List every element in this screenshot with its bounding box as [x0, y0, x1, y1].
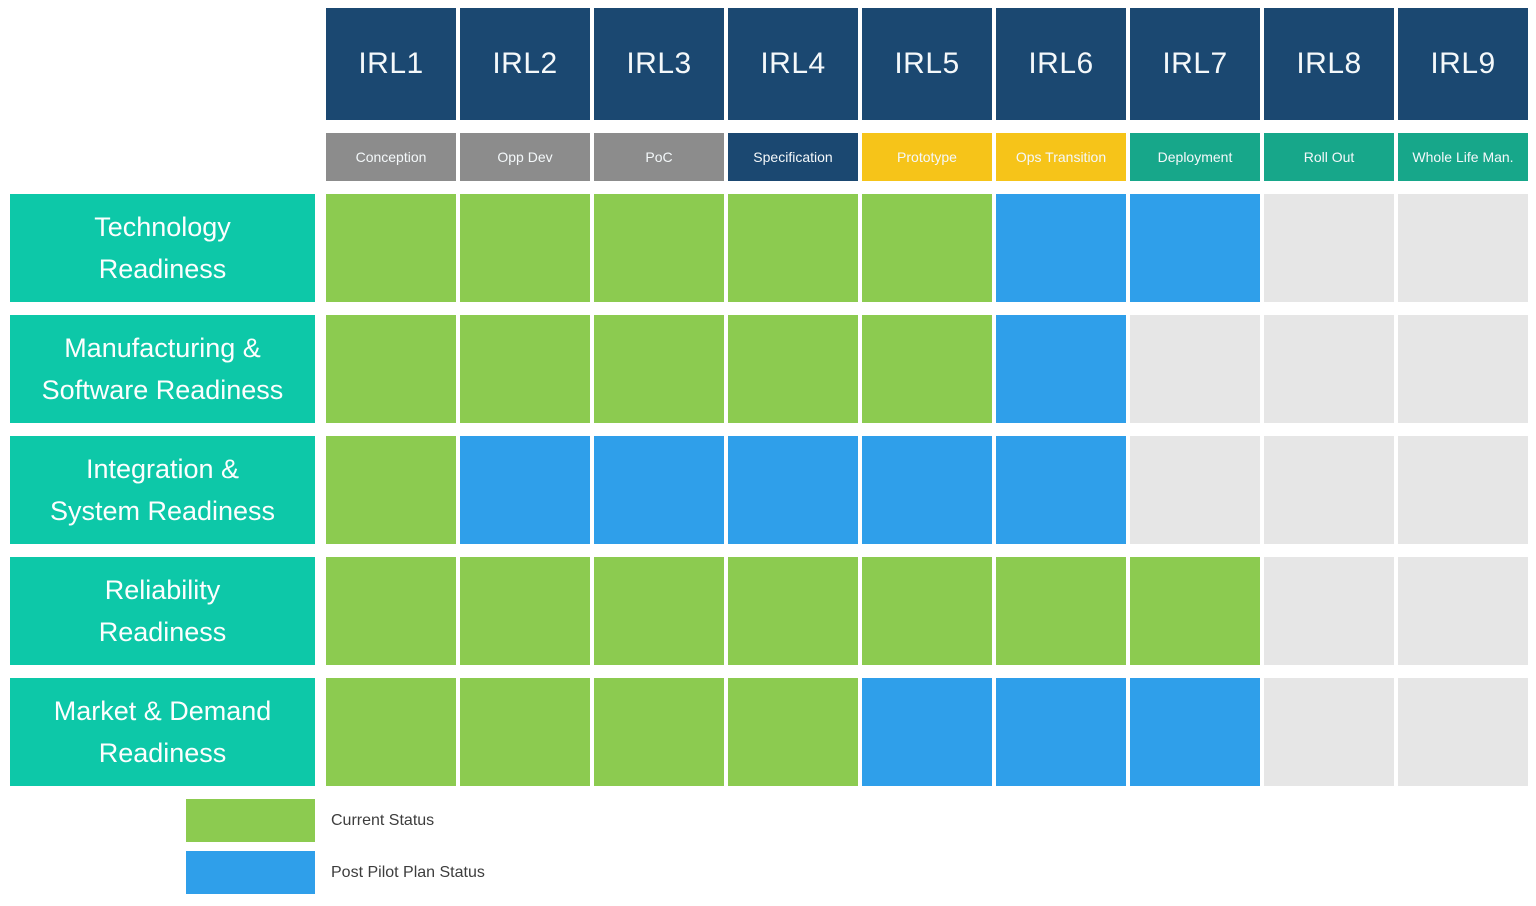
- status-cell: [594, 315, 724, 423]
- status-cell: [460, 678, 590, 786]
- status-cell: [728, 194, 858, 302]
- corner-spacer: [10, 8, 322, 120]
- status-cell: [862, 194, 992, 302]
- status-cell: [326, 436, 456, 544]
- legend-item-current-status: Current Status: [186, 799, 485, 842]
- phase-label-irl3: PoC: [594, 133, 724, 181]
- phase-label-irl9: Whole Life Man.: [1398, 133, 1528, 181]
- status-cell: [460, 436, 590, 544]
- matrix-grid: IRL1 IRL2 IRL3 IRL4 IRL5 IRL6 IRL7 IRL8 IRL9 Conc…: [10, 8, 1528, 786]
- status-cell: [1398, 315, 1528, 423]
- status-cell: [1130, 194, 1260, 302]
- status-cell: [1130, 436, 1260, 544]
- irl-column-header-irl1: IRL1: [326, 8, 456, 120]
- status-cell: [326, 678, 456, 786]
- status-cell: [1264, 315, 1394, 423]
- status-cell: [1398, 557, 1528, 665]
- status-cell: [1264, 194, 1394, 302]
- status-cell: [594, 678, 724, 786]
- status-cell: [996, 678, 1126, 786]
- irl-column-header-irl7: IRL7: [1130, 8, 1260, 120]
- current-status-swatch: [186, 799, 315, 842]
- status-cell: [460, 194, 590, 302]
- status-cell: [1264, 557, 1394, 665]
- row-label: Technology Readiness: [10, 194, 315, 302]
- legend: Current Status Post Pilot Plan Status: [186, 799, 485, 903]
- row-label: Manufacturing & Software Readiness: [10, 315, 315, 423]
- irl-column-header-irl8: IRL8: [1264, 8, 1394, 120]
- status-cell: [728, 557, 858, 665]
- status-cell: [594, 557, 724, 665]
- status-cell: [1264, 436, 1394, 544]
- status-cell: [728, 315, 858, 423]
- status-cell: [326, 557, 456, 665]
- status-cell: [1130, 315, 1260, 423]
- status-cell: [1130, 557, 1260, 665]
- status-cell: [996, 436, 1126, 544]
- status-cell: [460, 557, 590, 665]
- status-cell: [460, 315, 590, 423]
- status-cell: [1130, 678, 1260, 786]
- status-cell: [1398, 678, 1528, 786]
- status-cell: [1398, 436, 1528, 544]
- irl-column-header-irl4: IRL4: [728, 8, 858, 120]
- status-cell: [862, 436, 992, 544]
- irl-column-header-irl9: IRL9: [1398, 8, 1528, 120]
- corner-spacer: [10, 133, 322, 181]
- status-cell: [1398, 194, 1528, 302]
- status-cell: [996, 557, 1126, 665]
- irl-column-header-irl2: IRL2: [460, 8, 590, 120]
- status-cell: [594, 436, 724, 544]
- status-cell: [862, 557, 992, 665]
- row-label: Reliability Readiness: [10, 557, 315, 665]
- status-cell: [996, 194, 1126, 302]
- phase-label-irl7: Deployment: [1130, 133, 1260, 181]
- phase-label-irl6: Ops Transition: [996, 133, 1126, 181]
- status-cell: [326, 315, 456, 423]
- row-label: Market & Demand Readiness: [10, 678, 315, 786]
- status-cell: [862, 678, 992, 786]
- status-cell: [728, 436, 858, 544]
- phase-label-irl4: Specification: [728, 133, 858, 181]
- phase-label-irl5: Prototype: [862, 133, 992, 181]
- irl-column-header-irl5: IRL5: [862, 8, 992, 120]
- status-cell: [1264, 678, 1394, 786]
- status-cell: [996, 315, 1126, 423]
- post-pilot-plan-status-swatch: [186, 851, 315, 894]
- status-cell: [594, 194, 724, 302]
- legend-item-post-pilot-status: Post Pilot Plan Status: [186, 851, 485, 894]
- phase-label-irl8: Roll Out: [1264, 133, 1394, 181]
- phase-label-irl2: Opp Dev: [460, 133, 590, 181]
- phase-label-irl1: Conception: [326, 133, 456, 181]
- status-cell: [728, 678, 858, 786]
- irl-column-header-irl3: IRL3: [594, 8, 724, 120]
- row-label: Integration & System Readiness: [10, 436, 315, 544]
- legend-label: Post Pilot Plan Status: [331, 863, 485, 881]
- irl-column-header-irl6: IRL6: [996, 8, 1126, 120]
- legend-label: Current Status: [331, 811, 435, 829]
- status-cell: [326, 194, 456, 302]
- status-cell: [862, 315, 992, 423]
